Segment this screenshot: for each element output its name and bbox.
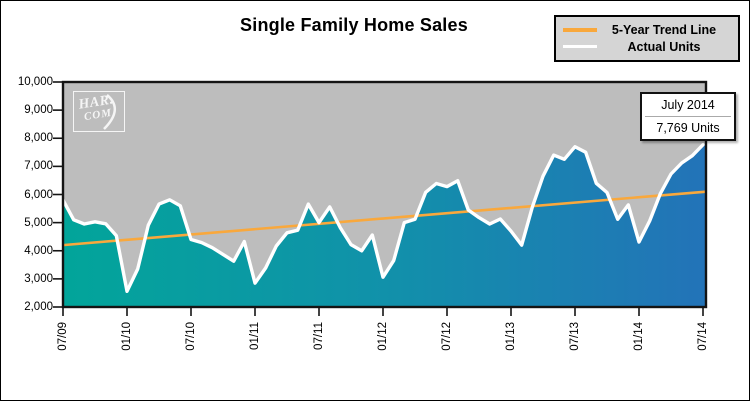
x-axis-label: 01/14	[633, 322, 645, 351]
callout-units: 7,769 Units	[656, 121, 720, 135]
y-axis-label: 5,000	[24, 216, 53, 229]
plot-frame	[61, 80, 708, 309]
callout-divider	[645, 116, 731, 117]
chart-title: Single Family Home Sales	[240, 15, 468, 35]
actual-units-area	[63, 144, 706, 307]
y-axis-label: 6,000	[24, 188, 53, 201]
x-axis-label: 01/10	[121, 322, 133, 351]
x-axis-label: 01/12	[377, 322, 389, 351]
legend-label: Actual Units	[627, 39, 701, 54]
y-axis-label: 9,000	[24, 104, 53, 117]
y-axis-label: 8,000	[24, 132, 53, 145]
chart-legend: 5-Year Trend Line Actual Units	[554, 15, 740, 62]
x-axis-label: 07/11	[313, 322, 325, 350]
x-axis-label: 07/09	[57, 322, 69, 351]
legend-item-actual-units: Actual Units	[563, 38, 731, 55]
x-axis-label: 01/13	[505, 322, 517, 351]
trend-line-swatch-icon	[563, 27, 597, 32]
actual-units-line	[61, 142, 705, 293]
y-axis-label: 2,000	[24, 301, 53, 313]
y-axis-label: 10,000	[17, 76, 53, 88]
legend-label: 5-Year Trend Line	[611, 22, 717, 37]
x-axis-label: 07/12	[441, 322, 453, 351]
y-axis-label: 4,000	[24, 244, 53, 257]
legend-item-trend-line: 5-Year Trend Line	[563, 21, 731, 38]
trend-line	[62, 190, 707, 247]
actual-units-swatch-icon	[563, 45, 597, 48]
x-axis-label: 07/10	[185, 322, 197, 351]
latest-value-callout: July 2014 7,769 Units	[640, 92, 736, 141]
callout-month: July 2014	[661, 98, 715, 112]
y-axis-label: 7,000	[24, 160, 53, 173]
x-axis-label: 01/11	[249, 322, 261, 350]
har-com-watermark-logo: HAR. COM	[73, 91, 125, 132]
y-axis-label: 3,000	[24, 272, 53, 285]
x-axis-label: 07/13	[569, 322, 581, 351]
har-logo-swoosh-icon	[103, 94, 116, 130]
x-axis-label: 07/14	[697, 322, 709, 351]
